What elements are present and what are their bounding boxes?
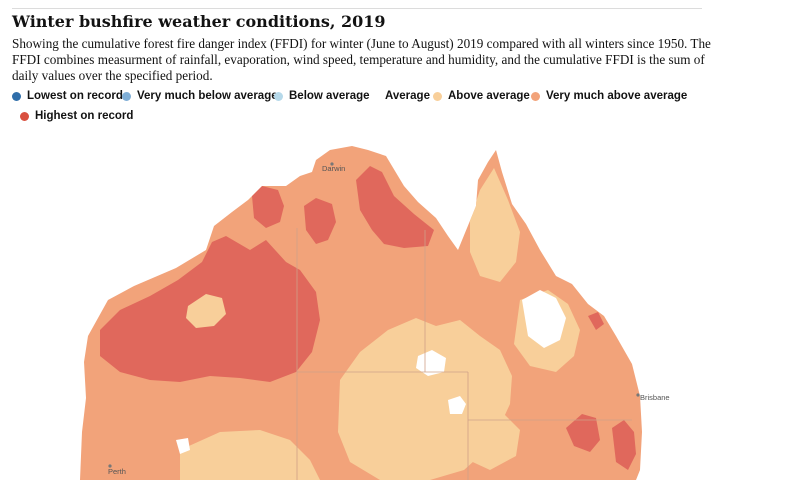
city-brisbane: Brisbane xyxy=(636,393,670,402)
region-highest-nsw xyxy=(566,414,600,452)
legend-swatch-below xyxy=(274,91,283,101)
legend-label-average: Average xyxy=(385,90,430,102)
top-rule xyxy=(12,8,702,9)
legend-item-below: Below average xyxy=(274,90,370,102)
legend-label-highest: Highest on record xyxy=(35,110,134,122)
region-highest-coast-north xyxy=(588,312,604,330)
city-dot-brisbane xyxy=(636,393,640,397)
state-borders xyxy=(296,228,632,480)
legend-swatch-lowest xyxy=(12,91,21,101)
region-highest-arnhem xyxy=(356,166,434,248)
australia-map: Darwin Brisbane Perth xyxy=(0,130,809,480)
legend-item-very-much-above: Very much above average xyxy=(531,90,687,102)
legend-item-very-much-below: Very much below average xyxy=(122,90,278,102)
region-above-south xyxy=(460,410,520,470)
region-above-wa-pocket xyxy=(186,294,226,328)
legend-swatch-very-much-above xyxy=(531,91,540,101)
region-average-east xyxy=(522,290,566,348)
legend-item-above: Above average xyxy=(433,90,530,102)
city-label-brisbane: Brisbane xyxy=(640,393,670,402)
legend-label-lowest: Lowest on record xyxy=(27,90,123,102)
region-highest-kimberley xyxy=(252,186,284,228)
city-label-perth: Perth xyxy=(108,467,126,476)
legend-item-lowest: Lowest on record xyxy=(12,90,123,102)
legend-label-above: Above average xyxy=(448,90,530,102)
city-perth: Perth xyxy=(108,464,126,476)
chart-title: Winter bushfire weather conditions, 2019 xyxy=(12,12,386,31)
region-highest-coast-south xyxy=(612,420,636,470)
legend-swatch-highest xyxy=(20,111,29,121)
legend-swatch-very-much-below xyxy=(122,91,131,101)
legend-label-very-much-below: Very much below average xyxy=(137,90,278,102)
legend-label-below: Below average xyxy=(289,90,370,102)
city-dot-perth xyxy=(108,464,112,468)
region-above-south-west xyxy=(180,430,320,480)
legend-item-average: Average xyxy=(370,90,430,102)
chart-subtitle: Showing the cumulative forest fire dange… xyxy=(12,36,711,83)
legend-label-very-much-above: Very much above average xyxy=(546,90,688,102)
legend-item-highest: Highest on record xyxy=(20,110,133,122)
region-average-spot xyxy=(448,396,466,414)
region-average-wa xyxy=(176,438,190,454)
legend-swatch-average xyxy=(370,91,379,101)
legend-swatch-above xyxy=(433,91,442,101)
city-darwin: Darwin xyxy=(322,162,345,173)
region-highest-darwin-west xyxy=(304,198,336,244)
region-above-queensland xyxy=(470,168,520,282)
city-dot-darwin xyxy=(330,162,334,166)
map-svg: Darwin Brisbane Perth xyxy=(80,146,670,480)
region-average-central xyxy=(416,350,446,376)
city-label-darwin: Darwin xyxy=(322,164,345,173)
